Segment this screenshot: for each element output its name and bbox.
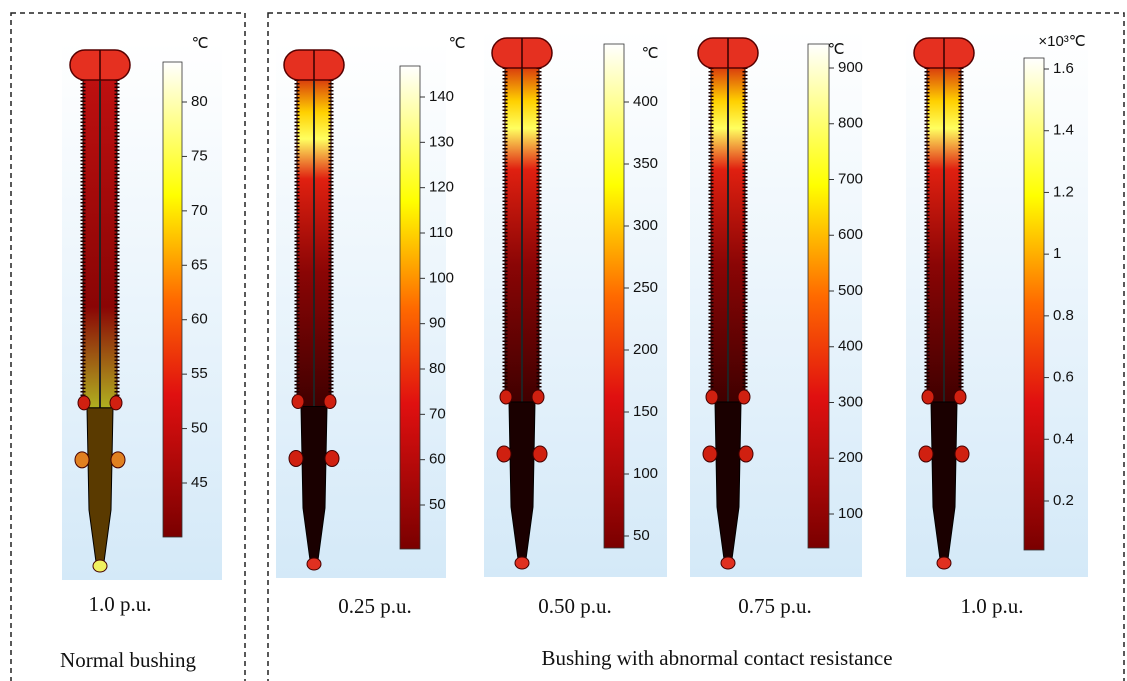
colorbar-tick-label: 100 [838,505,863,522]
bushing-flange [737,389,751,405]
colorbar-tick-label: 600 [838,226,863,243]
colorbar-tick-label: 80 [429,360,446,377]
colorbar-tick-label: 70 [429,405,446,422]
colorbar-tick-label: 1.6 [1053,60,1074,77]
colorbar-tick-label: 800 [838,115,863,132]
bushing-flange [702,445,718,463]
colorbar-tick-label: 90 [429,315,446,332]
colorbar-tick-label: 0.4 [1053,430,1074,447]
colorbar-unit: ×10³℃ [1038,33,1085,50]
panel-caption: 1.0 p.u. [89,592,152,616]
colorbar-tick-label: 140 [429,88,454,105]
bushing-flange [324,449,340,467]
panel-caption: 0.50 p.u. [538,594,612,618]
colorbar [807,43,830,549]
bushing-flange [74,451,90,469]
colorbar-tick-label: 60 [429,451,446,468]
colorbar-tick-label: 300 [838,393,863,410]
bushing-flange [532,445,548,463]
colorbar-tick-label: 80 [191,93,208,110]
bushing-tip [936,556,952,570]
bushing-flange [499,389,513,405]
bushing-tip [514,556,530,570]
bushing-flange [77,395,91,411]
bushing-tip [720,556,736,570]
group-label: Normal bushing [60,648,196,672]
bushing-flange [110,451,126,469]
colorbar [603,43,625,549]
colorbar-tick-label: 75 [191,147,208,164]
colorbar-tick-label: 100 [429,269,454,286]
bushing-tip [92,559,108,573]
colorbar-tick-label: 1.2 [1053,183,1074,200]
colorbar [162,61,183,538]
bushing-flange [954,445,970,463]
colorbar-tick-label: 130 [429,133,454,150]
colorbar-unit: ℃ [192,35,209,52]
colorbar-tick-label: 250 [633,279,658,296]
bushing-tip [306,557,322,571]
colorbar [399,65,421,550]
colorbar-tick-label: 50 [429,496,446,513]
colorbar-tick-label: 50 [633,527,650,544]
colorbar-unit: ℃ [642,45,659,62]
bushing-flange [288,449,304,467]
colorbar-tick-label: 100 [633,465,658,482]
colorbar-tick-label: 50 [191,420,208,437]
group-label: Bushing with abnormal contact resistance [541,646,892,670]
colorbar-tick-label: 900 [838,59,863,76]
colorbar-tick-label: 500 [838,282,863,299]
colorbar-tick-label: 0.6 [1053,369,1074,386]
bushing-flange [705,389,719,405]
bushing-flange [738,445,754,463]
colorbar-tick-label: 350 [633,155,658,172]
colorbar-tick-label: 55 [191,365,208,382]
colorbar-tick-label: 400 [633,93,658,110]
bushing-flange [531,389,545,405]
colorbar-tick-label: 65 [191,256,208,273]
colorbar-tick-label: 200 [838,449,863,466]
bushing-flange [953,389,967,405]
panel-caption: 0.25 p.u. [338,594,412,618]
bushing-flange [921,389,935,405]
bushing-flange [291,393,305,409]
colorbar-tick-label: 70 [191,202,208,219]
bushing-flange [323,393,337,409]
colorbar-tick-label: 60 [191,311,208,328]
colorbar-tick-label: 400 [838,338,863,355]
bushing-flange [496,445,512,463]
group-box [10,12,246,681]
colorbar-tick-label: 0.2 [1053,492,1074,509]
colorbar-tick-label: 0.8 [1053,307,1074,324]
colorbar-tick-label: 45 [191,474,208,491]
panel-caption: 1.0 p.u. [961,594,1024,618]
colorbar-tick-label: 150 [633,403,658,420]
colorbar-tick-label: 300 [633,217,658,234]
colorbar-tick-label: 700 [838,170,863,187]
colorbar-tick-label: 120 [429,179,454,196]
colorbar-tick-label: 110 [429,224,453,241]
colorbar-tick-label: 1 [1053,245,1061,262]
panel-caption: 0.75 p.u. [738,594,812,618]
colorbar-unit: ℃ [449,35,466,52]
colorbar-tick-label: 200 [633,341,658,358]
group-box [267,12,1125,681]
bushing-flange [918,445,934,463]
colorbar-tick-label: 1.4 [1053,122,1074,139]
colorbar-unit: ℃ [828,41,845,58]
bushing-flange [109,395,123,411]
colorbar [1023,57,1045,551]
